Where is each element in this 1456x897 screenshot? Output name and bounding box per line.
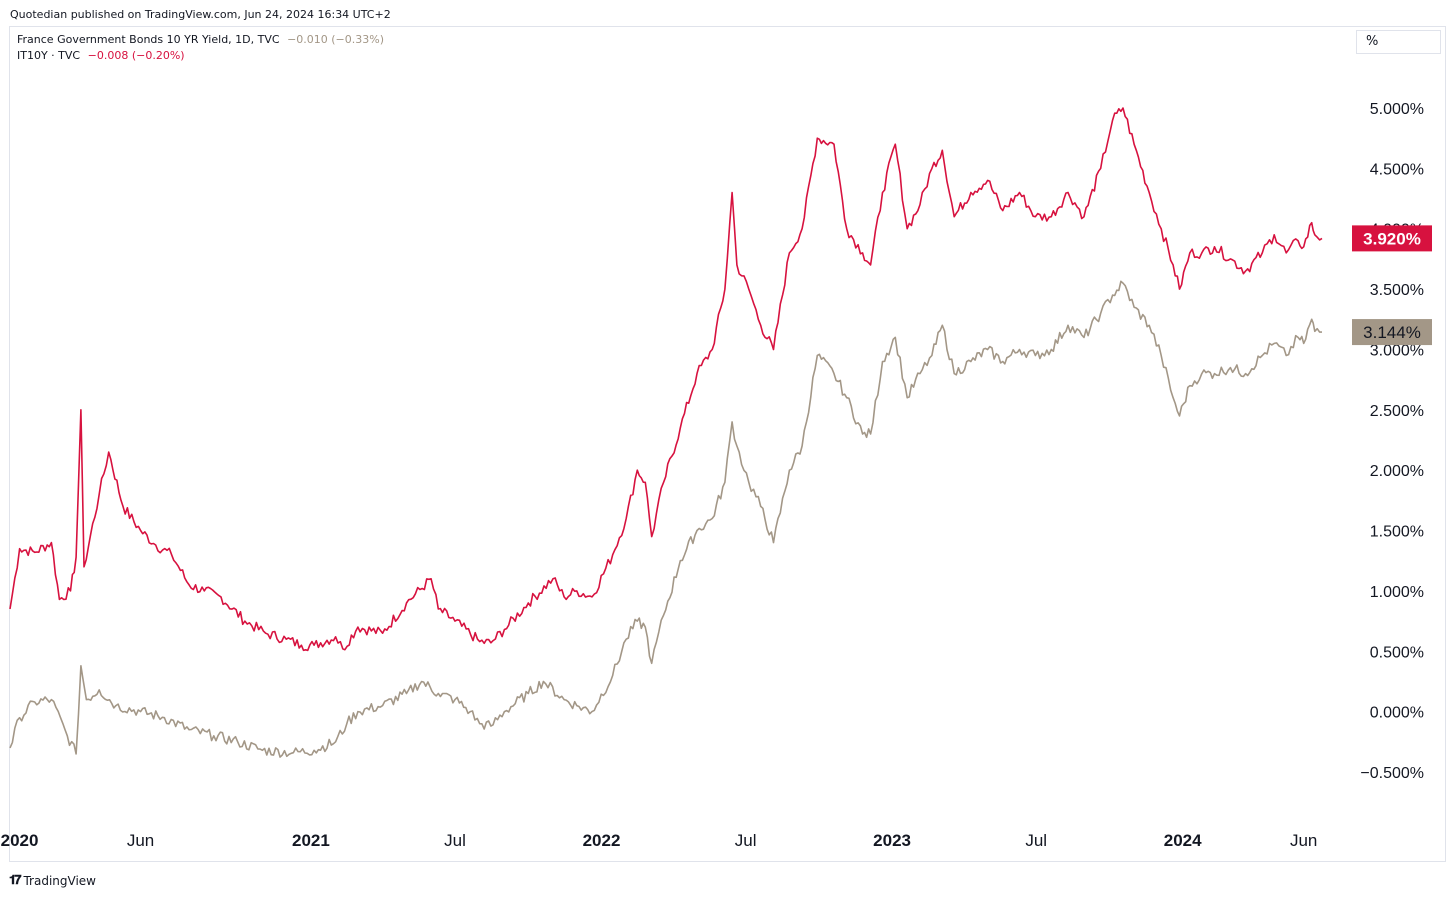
x-tick-label: 2022 <box>583 831 621 850</box>
x-tick-label: 2023 <box>873 831 911 850</box>
y-tick-label: 4.500% <box>1370 161 1424 178</box>
y-tick-label: 1.500% <box>1370 524 1424 541</box>
last-value-label: 3.144% <box>1363 323 1421 342</box>
y-tick-label: 0.000% <box>1370 705 1424 722</box>
legend-series-name: France Government Bonds 10 YR Yield, 1D,… <box>17 33 280 46</box>
last-value-label: 3.920% <box>1363 229 1421 248</box>
x-tick-label: 2020 <box>1 831 39 850</box>
x-tick-label: 2024 <box>1164 831 1202 850</box>
tradingview-logo-icon: 𝟏𝟕 <box>9 873 22 888</box>
publisher-line: Quotedian published on TradingView.com, … <box>10 8 391 21</box>
y-tick-label: 3.500% <box>1370 282 1424 299</box>
y-tick-label: 2.500% <box>1370 403 1424 420</box>
last-value-badge <box>1352 225 1432 252</box>
series-line-france-10y <box>9 280 1322 758</box>
y-tick-label: 2.000% <box>1370 463 1424 480</box>
x-tick-label: Jul <box>444 831 466 850</box>
percent-scale-button[interactable]: % <box>1356 30 1441 54</box>
legend-series-name: IT10Y · TVC <box>17 49 81 62</box>
y-tick-label: 1.000% <box>1370 584 1424 601</box>
footer-brand: 𝟏𝟕 TradingView <box>9 873 96 888</box>
legend-series-change: −0.010 (−0.33%) <box>287 33 385 46</box>
chart-frame <box>9 26 1446 862</box>
legend-row-it10y[interactable]: IT10Y · TVC −0.008 (−0.20%) <box>17 49 185 62</box>
legend-series-change: −0.008 (−0.20%) <box>87 49 185 62</box>
x-tick-label: Jul <box>1025 831 1047 850</box>
legend-row-france[interactable]: France Government Bonds 10 YR Yield, 1D,… <box>17 33 384 46</box>
x-tick-label: Jun <box>127 831 154 850</box>
series-line-it10y <box>9 107 1323 652</box>
y-tick-label: −0.500% <box>1360 765 1424 782</box>
y-tick-label: 3.000% <box>1370 342 1424 359</box>
x-tick-label: Jun <box>1290 831 1317 850</box>
y-tick-label: 5.000% <box>1370 101 1424 118</box>
x-tick-label: Jul <box>735 831 757 850</box>
y-tick-label: 0.500% <box>1370 644 1424 661</box>
x-tick-label: 2021 <box>292 831 330 850</box>
tradingview-brand-label: TradingView <box>23 873 96 888</box>
last-value-badge <box>1352 319 1432 346</box>
